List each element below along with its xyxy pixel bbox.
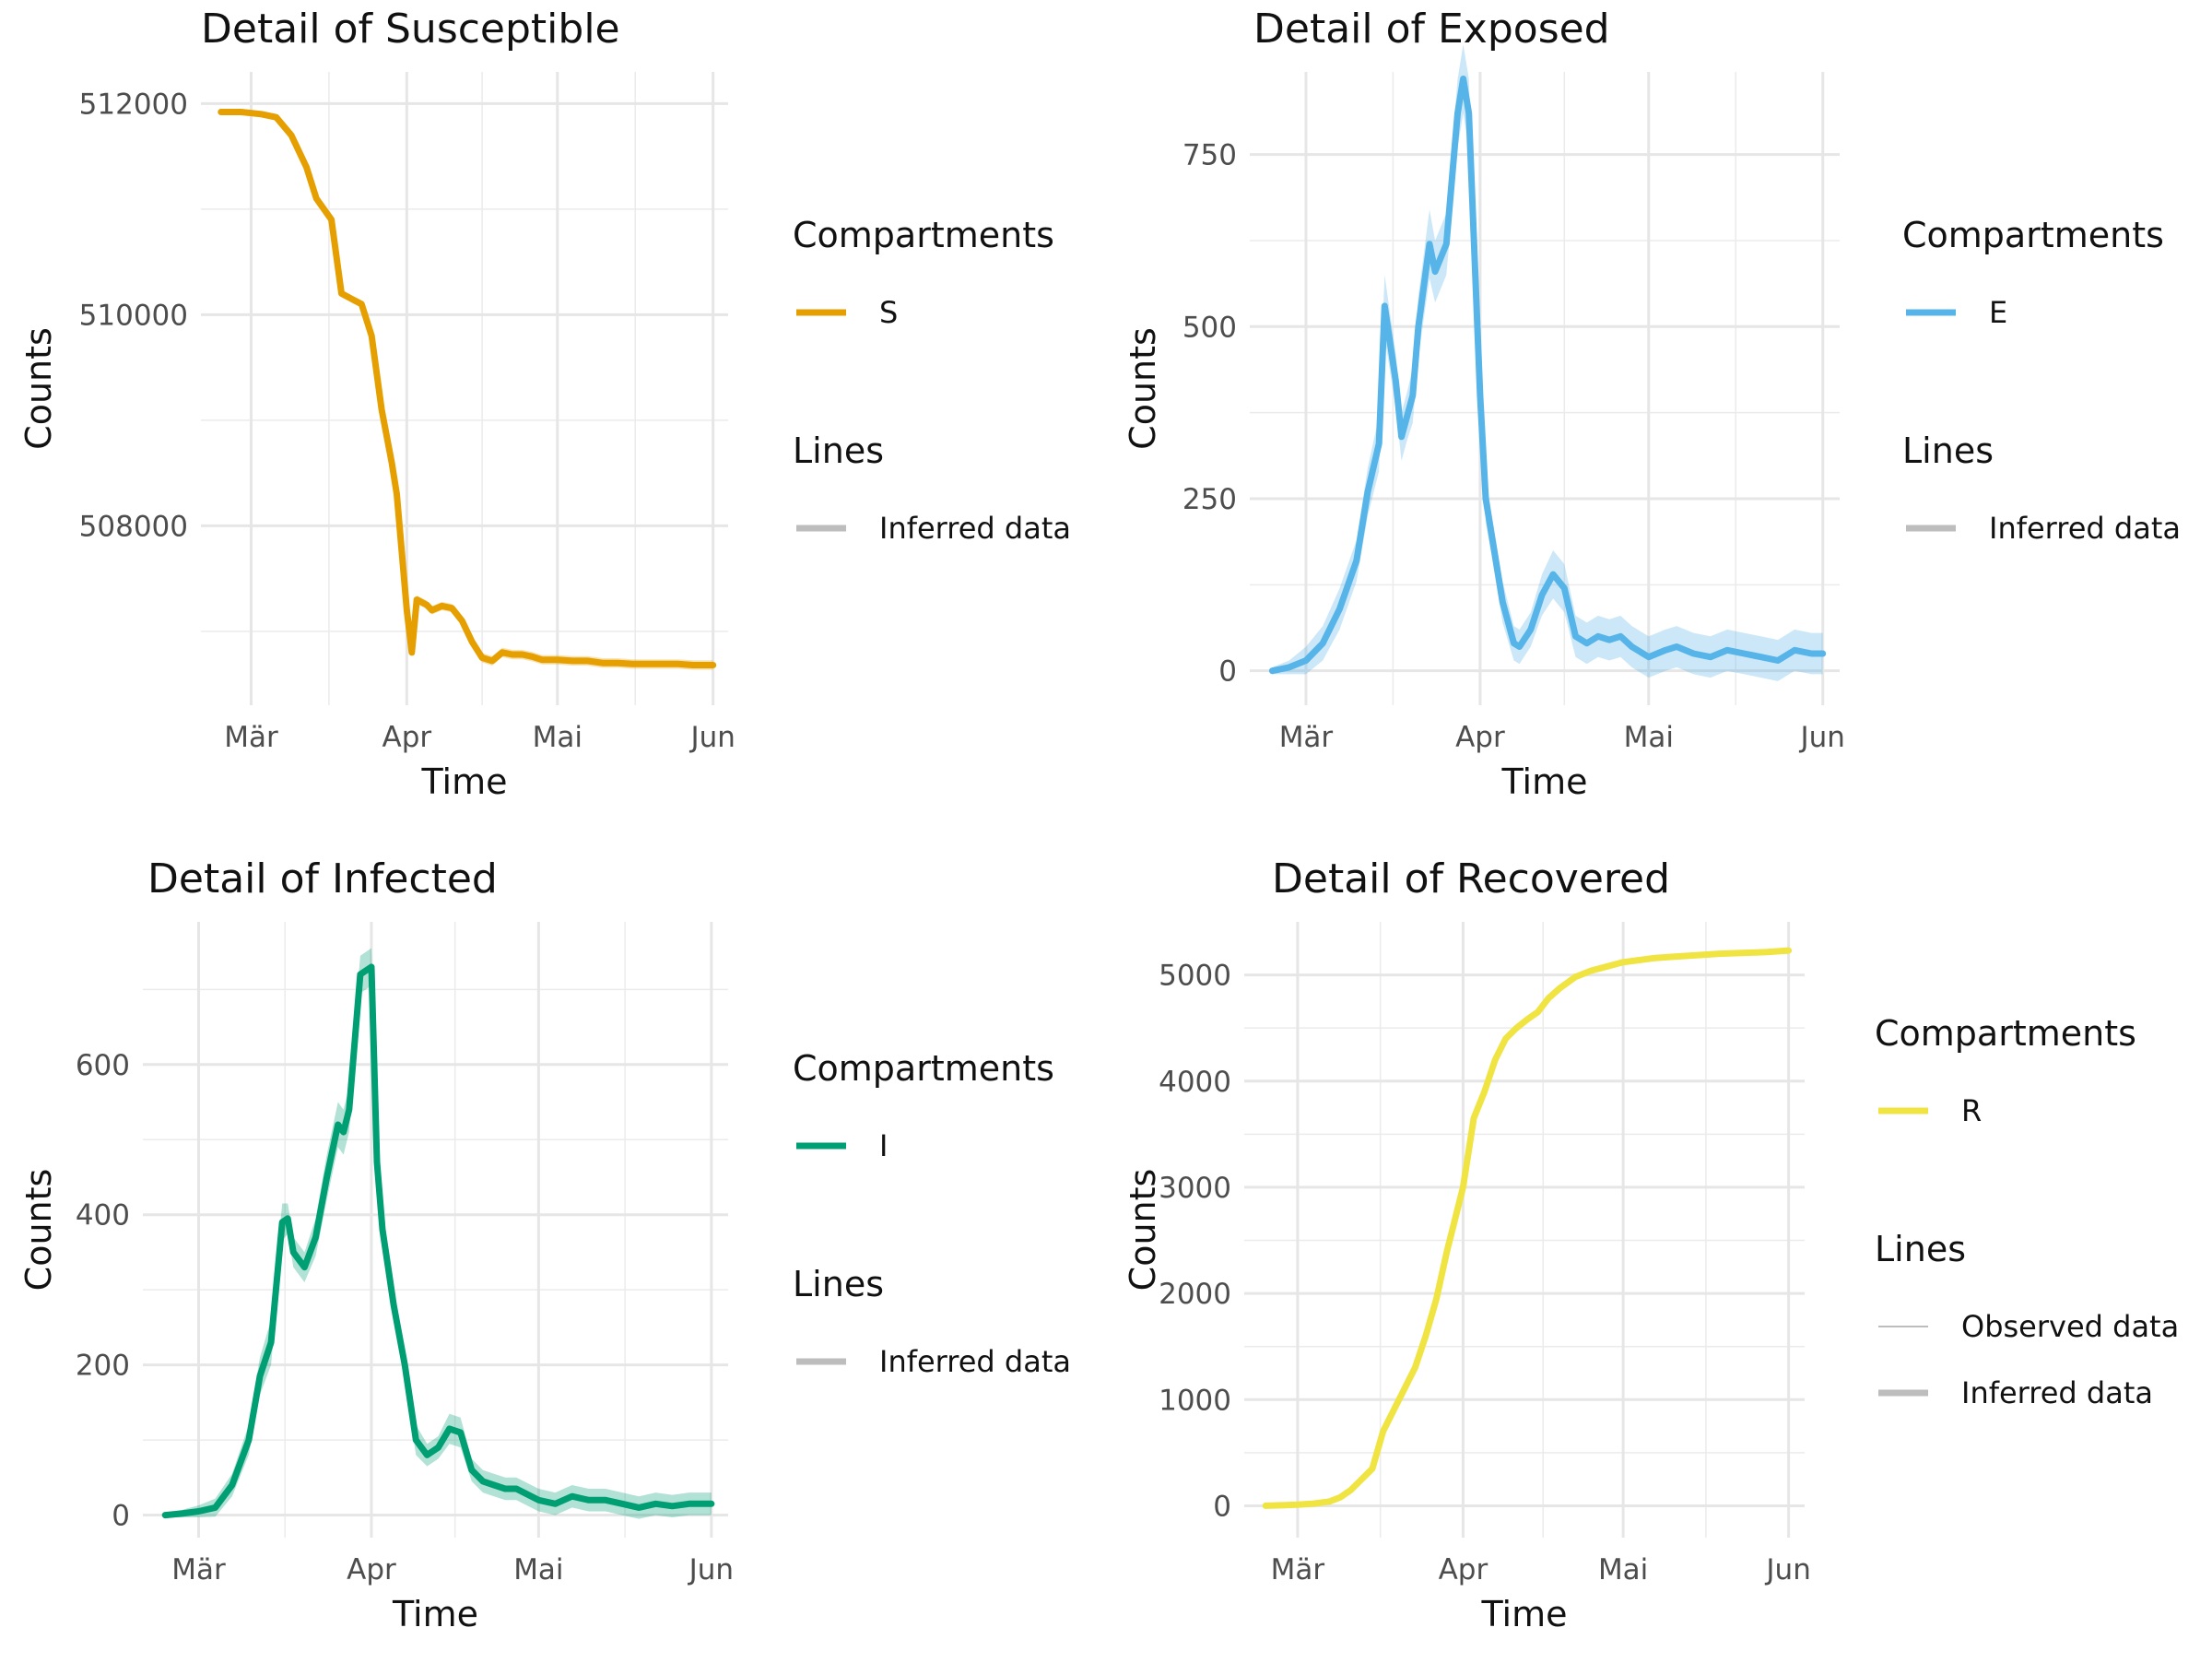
x-axis-title: Time xyxy=(392,1594,478,1634)
y-axis-title: Counts xyxy=(18,327,59,450)
y-tick-label: 200 xyxy=(76,1350,130,1383)
series-line-S xyxy=(218,109,717,668)
y-tick-label: 1000 xyxy=(1159,1384,1231,1417)
x-tick-label: Mär xyxy=(1271,1553,1325,1586)
chart-title: Detail of Recovered xyxy=(1272,855,1670,902)
x-tick-label: Mai xyxy=(533,721,582,754)
chart-title: Detail of Infected xyxy=(147,855,498,902)
x-tick-label: Mär xyxy=(224,721,278,754)
y-tick-label: 512000 xyxy=(79,88,188,121)
legend-title-compartments: Compartments xyxy=(793,215,1054,255)
y-tick-label: 0 xyxy=(112,1500,130,1533)
y-tick-label: 750 xyxy=(1182,139,1237,172)
x-tick-label: Apr xyxy=(347,1553,396,1586)
legend-label-line: Inferred data xyxy=(1961,1375,2153,1410)
y-axis-title: Counts xyxy=(18,1169,59,1291)
x-tick-label: Mär xyxy=(171,1553,226,1586)
legend-label-line: Observed data xyxy=(1961,1309,2179,1344)
y-tick-label: 0 xyxy=(1213,1490,1231,1523)
y-tick-label: 4000 xyxy=(1159,1066,1231,1099)
x-tick-label: Apr xyxy=(382,721,432,754)
legend-title-lines: Lines xyxy=(1875,1229,1966,1269)
x-tick-label: Apr xyxy=(1439,1553,1488,1586)
legend-title-lines: Lines xyxy=(1902,430,1994,471)
y-tick-label: 508000 xyxy=(79,510,188,543)
x-tick-label: Mär xyxy=(1279,721,1334,754)
y-tick-label: 400 xyxy=(76,1199,130,1233)
legend-title-lines: Lines xyxy=(793,430,884,471)
y-tick-label: 3000 xyxy=(1159,1172,1231,1205)
legend-title-compartments: Compartments xyxy=(1902,215,2164,255)
x-tick-label: Mai xyxy=(513,1553,563,1586)
x-tick-label: Jun xyxy=(1798,721,1844,754)
x-tick-label: Jun xyxy=(688,721,735,754)
series-line-I xyxy=(161,963,715,1519)
legend-label-R: R xyxy=(1961,1093,1982,1128)
y-tick-label: 2000 xyxy=(1159,1278,1231,1311)
y-tick-label: 0 xyxy=(1218,655,1237,689)
panel-1: 0 250 500 750 Mär Apr Mai Jun Detail of Exposed T… xyxy=(1123,6,2181,802)
y-tick-label: 5000 xyxy=(1159,960,1231,993)
x-tick-label: Jun xyxy=(1764,1553,1810,1586)
series-ribbon-S xyxy=(220,109,713,670)
x-axis-title: Time xyxy=(1481,1594,1568,1634)
series-line-E xyxy=(1268,76,1827,675)
x-tick-label: Jun xyxy=(688,1553,734,1586)
legend-title-compartments: Compartments xyxy=(1875,1013,2136,1054)
y-tick-label: 500 xyxy=(1182,311,1237,344)
x-axis-title: Time xyxy=(421,761,508,802)
x-tick-label: Mai xyxy=(1624,721,1674,754)
legend-label-E: E xyxy=(1989,295,2007,330)
legend-label-line: Inferred data xyxy=(879,511,1071,546)
y-axis-title: Counts xyxy=(1123,327,1163,450)
x-tick-label: Mai xyxy=(1598,1553,1648,1586)
y-tick-label: 600 xyxy=(76,1049,130,1082)
legend-label-I: I xyxy=(879,1128,888,1163)
x-tick-label: Apr xyxy=(1455,721,1505,754)
y-tick-label: 510000 xyxy=(79,299,188,332)
series-line-R xyxy=(1262,947,1793,1509)
y-axis-title: Counts xyxy=(1123,1169,1163,1291)
panel-0: 508000 510000 512000 Mär Apr Mai Jun Detail of … xyxy=(18,6,1071,802)
panel-3: 0 1000 2000 3000 4000 5000 Mär Apr Mai Jun Detail … xyxy=(1123,855,2179,1634)
legend-title-lines: Lines xyxy=(793,1264,884,1304)
legend-label-line: Inferred data xyxy=(1989,511,2181,546)
panel-2: 0 200 400 600 Mär Apr Mai Jun Detail of Infected… xyxy=(18,855,1071,1634)
chart-title: Detail of Susceptible xyxy=(201,6,620,53)
chart-title: Detail of Exposed xyxy=(1253,6,1610,53)
x-axis-title: Time xyxy=(1501,761,1588,802)
legend-label-line: Inferred data xyxy=(879,1344,1071,1379)
legend-title-compartments: Compartments xyxy=(793,1048,1054,1089)
legend-label-S: S xyxy=(879,295,898,330)
y-tick-label: 250 xyxy=(1182,483,1237,516)
